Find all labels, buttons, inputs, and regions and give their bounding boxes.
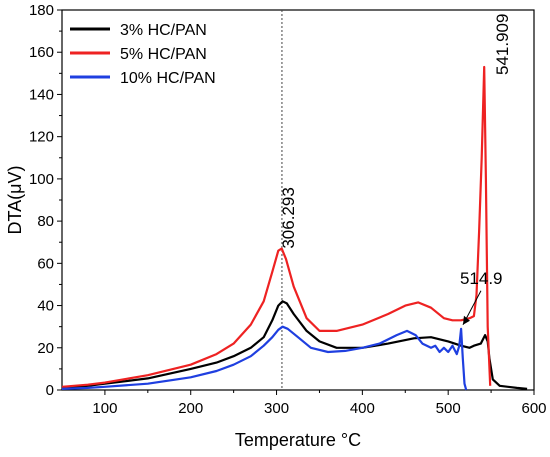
y-tick-label: 80 <box>37 213 54 230</box>
x-tick-label: 100 <box>92 400 117 417</box>
peak-annotation: 541.909 <box>493 14 512 75</box>
legend: 3% HC/PAN 5% HC/PAN 10% HC/PAN <box>70 22 216 87</box>
series-line <box>61 65 492 388</box>
series-line <box>61 300 528 390</box>
legend-label: 10% HC/PAN <box>120 70 216 87</box>
x-tick-label: 300 <box>264 400 289 417</box>
axis-ticks: 100 200 300 400 500 600 0 20 40 60 80 100 120 140 160 1… <box>29 2 547 417</box>
annotations: 306.293 541.909 514.9 <box>279 14 512 326</box>
y-tick-label: 100 <box>29 171 54 188</box>
y-tick-label: 0 <box>46 382 54 399</box>
x-tick-label: 200 <box>178 400 203 417</box>
x-tick-label: 500 <box>436 400 461 417</box>
series-line <box>61 325 468 391</box>
legend-label: 3% HC/PAN <box>120 22 207 39</box>
x-tick-label: 600 <box>521 400 546 417</box>
plot-frame <box>61 9 535 391</box>
x-axis-title: Temperature °C <box>235 430 361 450</box>
y-tick-label: 40 <box>37 298 54 315</box>
y-tick-label: 140 <box>29 86 54 103</box>
y-tick-label: 60 <box>37 255 54 272</box>
y-tick-label: 160 <box>29 44 54 61</box>
legend-label: 5% HC/PAN <box>120 46 207 63</box>
annotation-arrowhead <box>462 315 470 325</box>
x-tick-label: 400 <box>350 400 375 417</box>
y-tick-label: 180 <box>29 2 54 19</box>
peak-annotation: 306.293 <box>279 187 298 248</box>
y-axis-title: DTA(μV) <box>5 165 25 234</box>
peak-annotation: 514.9 <box>460 269 503 288</box>
y-tick-label: 120 <box>29 129 54 146</box>
plot-area <box>61 9 535 391</box>
y-tick-label: 20 <box>37 340 54 357</box>
series-layer <box>61 65 528 391</box>
